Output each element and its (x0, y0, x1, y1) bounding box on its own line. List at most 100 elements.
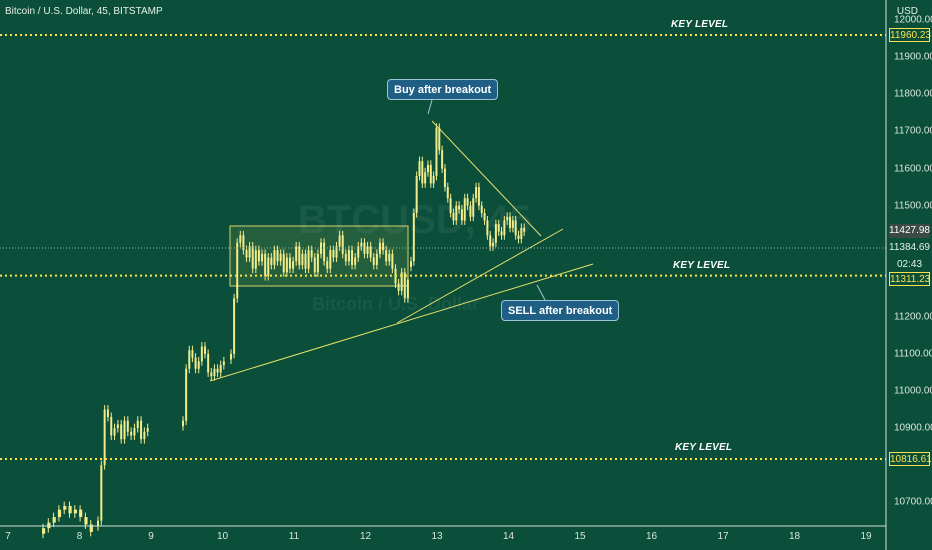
price-tag-last: 11427.98 (889, 224, 930, 238)
time-tick-label: 15 (574, 531, 586, 542)
candle-body (424, 172, 427, 184)
candle-body (378, 242, 381, 254)
candle-body (126, 420, 129, 432)
price-tick-label: 11200.00 (894, 311, 932, 323)
candle-body (136, 420, 139, 429)
candle-body (329, 250, 332, 269)
candle-body (338, 235, 341, 247)
candle-body (509, 216, 512, 228)
candle-body (194, 357, 197, 369)
candle-body (106, 409, 109, 417)
candle-body (89, 524, 93, 532)
candle-body (497, 224, 500, 232)
price-tick-label: 11600.00 (894, 163, 932, 175)
time-tick-label: 10 (216, 531, 229, 542)
candle-body (415, 175, 418, 214)
candle-body (282, 253, 285, 273)
price-tick-label: 11100.00 (894, 348, 932, 360)
price-tag-current: 11384.69 (889, 241, 930, 255)
candle-body (323, 242, 326, 262)
candle-body (438, 127, 441, 151)
price-tag-level-top: 11960.23 (889, 28, 931, 42)
price-tick-label: 11700.00 (894, 125, 932, 137)
candle-body (316, 253, 319, 273)
price-tick-label: 11900.00 (894, 51, 932, 63)
time-tick-label: 9 (148, 531, 154, 542)
candle-body (503, 220, 506, 236)
candle-body (73, 509, 77, 514)
candle-body (188, 350, 191, 369)
candle-body (477, 187, 480, 206)
candle-body (307, 250, 310, 269)
price-tick-label: 10900.00 (894, 422, 932, 434)
candle-body (372, 257, 375, 265)
candle-body (292, 261, 295, 269)
time-tick-label: 19 (860, 531, 872, 542)
candle-body (403, 272, 406, 299)
candle-body (239, 235, 242, 243)
candle-body (140, 420, 143, 440)
candle-body (489, 235, 492, 247)
candle-body (335, 246, 338, 258)
time-tick-label: 13 (431, 531, 443, 542)
sell-callout[interactable]: SELL after breakout (501, 300, 620, 321)
key-level-label-top: KEY LEVEL (671, 19, 729, 30)
bar-countdown: 02:43 (889, 258, 930, 272)
candle-body (466, 198, 469, 206)
candle-body (313, 257, 316, 273)
key-level-label-bottom: KEY LEVEL (675, 442, 733, 453)
time-tick-label: 17 (717, 531, 729, 542)
candle-body (261, 253, 264, 262)
candle-body (204, 346, 206, 354)
time-tick-label: 11 (288, 531, 300, 542)
candle-body (310, 250, 313, 258)
buy-callout[interactable]: Buy after breakout (387, 79, 499, 100)
candle-body (279, 253, 282, 262)
candle-body (469, 205, 472, 217)
candle-body (523, 227, 526, 232)
candle-body (267, 257, 270, 277)
candle-body (57, 509, 62, 518)
candle-body (506, 216, 509, 221)
candle-body (242, 235, 245, 251)
candle-body (213, 368, 216, 377)
candle-body (344, 253, 347, 262)
candle-body (480, 205, 483, 214)
candle-body (492, 242, 495, 247)
watermark-symbol: BTCUSD, 45 (298, 198, 532, 242)
candle-body (63, 505, 67, 510)
candle-body (230, 353, 232, 360)
price-tick-label: 11800.00 (894, 88, 932, 100)
candle-body (130, 431, 133, 436)
candle-body (357, 246, 360, 258)
candle-body (185, 368, 188, 421)
candle-body (435, 127, 438, 176)
candle-body (463, 198, 466, 221)
candle-body (120, 424, 123, 440)
candle-body (452, 213, 455, 221)
candle-body (441, 150, 444, 169)
resistance-trendline (431, 120, 542, 237)
candle-body (251, 246, 254, 269)
candle-body (207, 353, 210, 373)
candle-body (421, 161, 424, 184)
symbol-title[interactable]: Bitcoin / U.S. Dollar, 45, BITSTAMP (5, 6, 163, 17)
candle-body (347, 250, 350, 262)
candle-body (84, 517, 88, 525)
candle-body (143, 431, 146, 440)
candle-body (486, 220, 489, 236)
candle-body (458, 205, 461, 210)
candle-body (97, 520, 99, 527)
time-tick-label: 14 (502, 531, 515, 542)
candle-body (236, 242, 239, 299)
candle-body (295, 246, 298, 262)
time-tick-label: 12 (359, 531, 372, 542)
candle-body (520, 227, 523, 239)
candle-body (449, 198, 452, 214)
candle-body (366, 246, 369, 254)
candle-body (146, 428, 149, 432)
candle-body (68, 505, 72, 514)
candle-body (391, 253, 394, 269)
price-tag-level-mid: 11311.23 (889, 272, 931, 286)
